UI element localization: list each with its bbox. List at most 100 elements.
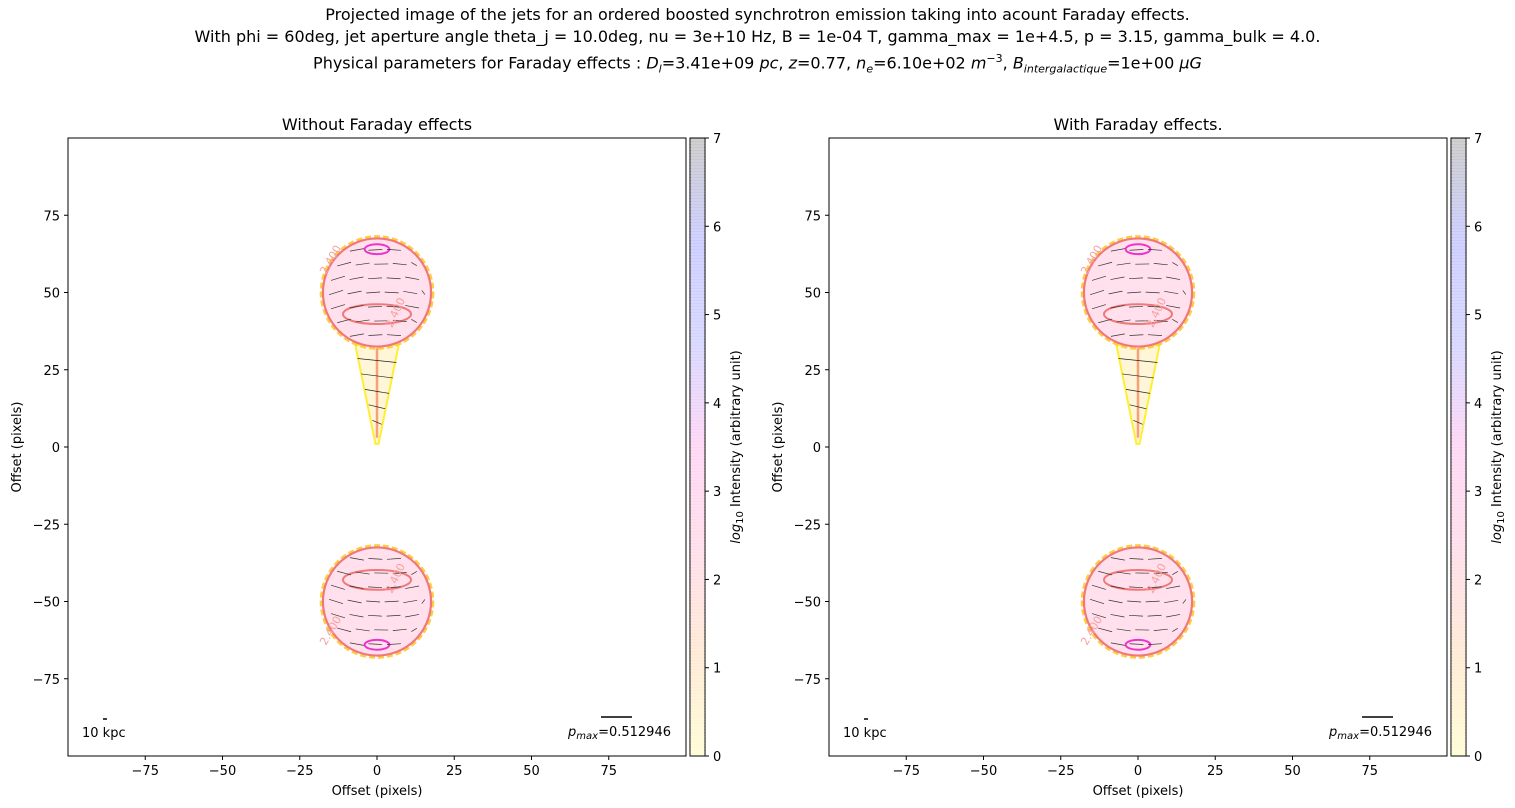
y-tick-label: 50 xyxy=(804,287,821,302)
polarization-vector xyxy=(386,586,401,589)
polarization-vector xyxy=(392,628,407,632)
colorbar-tick-label: 1 xyxy=(1474,662,1482,677)
polarization-vector xyxy=(1153,262,1168,266)
polarization-vector xyxy=(349,642,364,646)
polarization-vector xyxy=(392,319,407,323)
polarization-vector xyxy=(347,599,362,604)
x-tick-label: 0 xyxy=(1134,764,1142,779)
colorbar xyxy=(689,137,706,757)
colorbar-tick-label: 7 xyxy=(713,132,721,147)
polarization-vector xyxy=(330,584,346,590)
polarization-vector xyxy=(1116,571,1131,575)
polarization-vector xyxy=(349,333,364,337)
polarization-vector xyxy=(1127,291,1142,294)
polarization-vector xyxy=(1172,628,1178,632)
polarization-vector xyxy=(368,334,383,336)
polarization-vector xyxy=(1147,586,1162,589)
polarization-vector xyxy=(1133,419,1143,425)
polarization-vector xyxy=(1182,599,1187,604)
polarization-vector xyxy=(337,318,352,324)
polarization-vector xyxy=(405,305,420,309)
polarization-vector xyxy=(1129,643,1144,645)
x-tick-label: 25 xyxy=(446,764,463,779)
y-tick-label: 75 xyxy=(804,209,821,224)
colorbar-tick-label: 4 xyxy=(1474,397,1482,412)
polarization-vector xyxy=(1108,599,1123,604)
polarization-vector xyxy=(1172,262,1178,266)
y-tick-label: −75 xyxy=(33,673,60,688)
lobe-inner-contour xyxy=(1103,568,1173,591)
polarization-vector xyxy=(1098,627,1113,633)
colorbar-tick-label: 2 xyxy=(713,573,721,588)
polarization-vector xyxy=(1125,389,1151,394)
polarization-vector xyxy=(347,290,362,295)
x-tick-label: −25 xyxy=(1047,764,1074,779)
y-tick-label: 25 xyxy=(804,364,821,379)
polarization-vector xyxy=(1110,276,1125,280)
polarization-vector xyxy=(386,249,401,251)
polarization-vector xyxy=(1110,333,1125,337)
y-tick-label: −75 xyxy=(794,673,821,688)
polarization-vector xyxy=(368,558,383,560)
polarization-vector xyxy=(1089,598,1105,605)
polarization-vector xyxy=(355,262,370,266)
colorbar-tick-label: 6 xyxy=(713,220,721,235)
polarization-vector xyxy=(1110,248,1125,252)
polarization-vector xyxy=(1129,334,1144,336)
x-tick-label: −25 xyxy=(286,764,313,779)
polarization-vector xyxy=(1129,586,1144,589)
polarization-vector xyxy=(1129,305,1144,308)
polarization-vector xyxy=(1110,642,1125,646)
polarization-vector xyxy=(1108,290,1123,295)
polarization-vector xyxy=(1098,261,1113,267)
pmax-label: pmax=0.512946 xyxy=(567,725,671,742)
polarization-vector xyxy=(411,571,417,575)
polarization-vector xyxy=(384,600,399,603)
polarization-vector xyxy=(368,305,383,308)
polarization-vector xyxy=(421,290,426,295)
polarization-vector xyxy=(1145,291,1160,294)
polarization-vector xyxy=(386,277,401,280)
colorbar-tick-label: 3 xyxy=(1474,485,1482,500)
polarization-vector xyxy=(368,404,386,410)
polarization-vector xyxy=(1110,557,1125,561)
polarization-vector xyxy=(392,262,407,266)
x-axis-label: Offset (pixels) xyxy=(1093,784,1184,799)
polarization-vector xyxy=(330,275,346,281)
colorbar-label: log10 Intensity (arbitrary unit) xyxy=(729,350,746,544)
polarization-vector xyxy=(357,358,397,363)
subplot-title: Without Faraday effects xyxy=(282,115,472,134)
polarization-vector xyxy=(1164,290,1179,295)
polarization-vector xyxy=(1166,276,1181,280)
scale-bar-label: 10 kpc xyxy=(82,726,126,741)
lobe-outer-contour xyxy=(319,544,435,659)
polarization-vector xyxy=(411,628,417,632)
lobe-outer-contour xyxy=(1080,235,1196,350)
polarization-vector xyxy=(328,289,344,296)
pmax-label: pmax=0.512946 xyxy=(1328,725,1432,742)
y-tick-label: −25 xyxy=(33,518,60,533)
polarization-vector xyxy=(411,262,417,266)
plot-area xyxy=(829,138,1447,756)
polarization-vector xyxy=(1145,600,1160,603)
y-tick-label: 25 xyxy=(43,364,60,379)
polarization-vector xyxy=(1164,599,1179,604)
polarization-vector xyxy=(1147,334,1162,336)
polarization-vector xyxy=(1127,600,1142,603)
colorbar-tick-label: 4 xyxy=(713,397,721,412)
polarization-vector xyxy=(386,614,401,617)
y-tick-label: 75 xyxy=(43,209,60,224)
y-tick-label: 0 xyxy=(52,441,60,456)
polarization-vector xyxy=(421,599,426,604)
x-tick-label: 0 xyxy=(373,764,381,779)
colorbar-tick-label: 7 xyxy=(1474,132,1482,147)
scale-bar-label: 10 kpc xyxy=(843,726,887,741)
polarization-vector xyxy=(1182,290,1187,295)
polarization-vector xyxy=(1091,275,1107,281)
title-line-3: Physical parameters for Faraday effects … xyxy=(313,52,1202,76)
y-tick-label: −50 xyxy=(33,596,60,611)
x-tick-label: 50 xyxy=(523,764,540,779)
polarization-vector xyxy=(368,614,383,617)
